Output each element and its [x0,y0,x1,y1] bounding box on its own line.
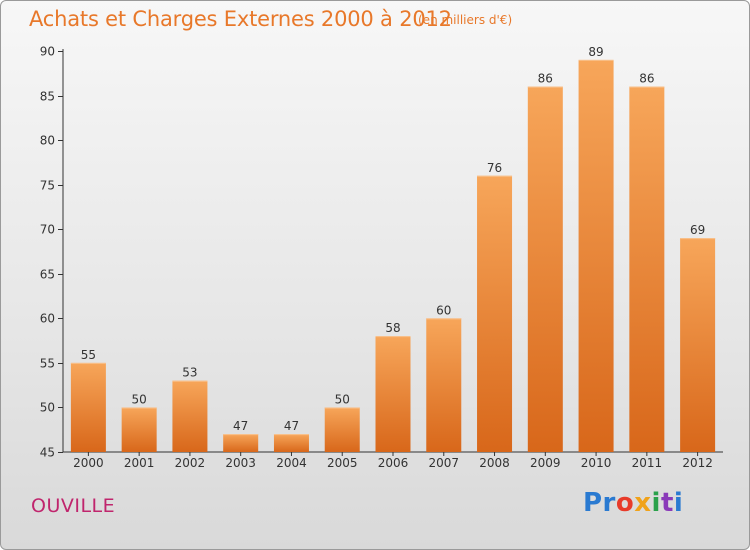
bar-value-label: 50 [132,392,147,406]
bar-value-label: 53 [182,366,197,380]
y-tick-label: 60 [40,312,55,326]
logo-part: t [660,488,674,518]
bar [70,362,106,452]
bar [426,318,462,452]
x-tick-label: 2005 [327,456,358,470]
bar [629,86,665,453]
x-tick-label: 2010 [581,456,612,470]
bar [375,336,411,452]
bar [578,59,614,453]
bar [527,86,563,453]
bar [223,434,259,452]
logo-part: i [651,488,661,518]
logo-part: o [615,488,635,518]
chart-unit: (en milliers d'€) [418,13,513,27]
y-tick-label: 70 [40,223,55,237]
y-tick-label: 90 [40,45,55,59]
bar-value-label: 86 [639,72,654,86]
logo-part: i [673,488,684,518]
bar-value-label: 58 [385,321,400,335]
bar [680,238,716,452]
bar-value-label: 69 [690,223,705,237]
bar [477,175,513,452]
bar-value-label: 86 [538,72,553,86]
y-tick-label: 65 [40,268,55,282]
y-tick-label: 80 [40,134,55,148]
logo-part: x [634,488,652,518]
x-tick-label: 2000 [73,456,104,470]
x-tick-label: 2012 [682,456,713,470]
bar [172,380,208,452]
bar [273,434,309,452]
bar-value-label: 50 [335,392,350,406]
x-tick-label: 2004 [276,456,307,470]
x-tick-label: 2003 [225,456,256,470]
x-tick-label: 2001 [124,456,155,470]
chart-title: Achats et Charges Externes 2000 à 2012 [29,7,452,31]
commune-name: OUVILLE [31,495,116,517]
y-tick-label: 85 [40,90,55,104]
bar-value-label: 55 [81,348,96,362]
y-tick-label: 75 [40,179,55,193]
bar-value-label: 76 [487,161,502,175]
x-tick-label: 2011 [632,456,663,470]
logo-part: Pr [583,488,616,518]
bar-value-label: 47 [233,419,248,433]
bar-value-label: 47 [284,419,299,433]
bar-value-label: 89 [588,45,603,59]
y-tick-label: 55 [40,357,55,371]
y-tick-label: 50 [40,401,55,415]
x-tick-label: 2006 [378,456,409,470]
x-tick-label: 2009 [530,456,561,470]
y-tick-label: 45 [40,446,55,460]
x-tick-label: 2007 [428,456,459,470]
x-tick-label: 2008 [479,456,510,470]
bar [121,407,157,452]
proxiti-logo[interactable]: Proxiti [583,488,683,518]
x-tick-label: 2002 [175,456,206,470]
bar-value-label: 60 [436,303,451,317]
bar [324,407,360,452]
